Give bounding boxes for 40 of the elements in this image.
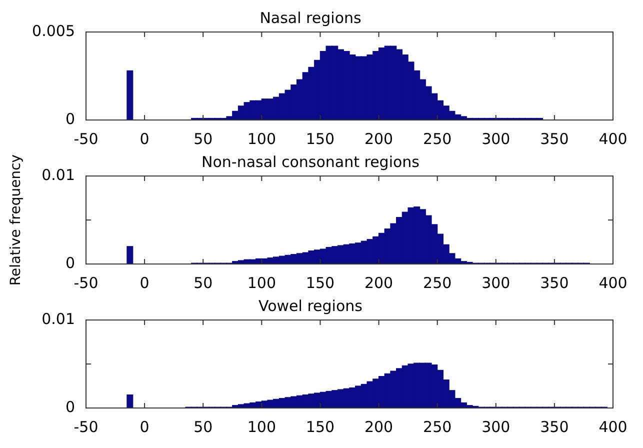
x-tick-label: 250 — [423, 274, 452, 292]
x-tick-label: 200 — [364, 274, 394, 292]
y-tick-label: 0 — [65, 254, 75, 272]
x-tick-label: 400 — [598, 418, 628, 436]
x-tick-label: 400 — [598, 130, 628, 148]
y-tick-label: 0 — [65, 110, 75, 128]
x-tick-label: 300 — [482, 130, 510, 148]
x-tick-label: 150 — [306, 130, 335, 148]
x-tick-label: 100 — [247, 130, 276, 148]
x-tick-label: 0 — [140, 130, 150, 148]
y-tick-label: 0 — [65, 398, 75, 416]
x-tick-label: 0 — [140, 418, 150, 436]
x-tick-label: 50 — [194, 130, 213, 148]
chart-title: Nasal regions — [260, 8, 362, 27]
x-tick-label: 350 — [540, 418, 569, 436]
x-tick-label: 250 — [423, 130, 452, 148]
x-tick-label: -50 — [74, 130, 98, 148]
x-tick-label: -50 — [74, 418, 98, 436]
y-tick-label: 0.01 — [42, 310, 75, 328]
chart-title: Non-nasal consonant regions — [202, 152, 420, 171]
y-axis-title: Relative frequency — [8, 154, 24, 286]
x-tick-label: 50 — [194, 418, 213, 436]
x-tick-label: 150 — [306, 274, 335, 292]
x-tick-label: 0 — [140, 274, 150, 292]
x-tick-label: 350 — [540, 274, 569, 292]
x-tick-label: 50 — [194, 274, 213, 292]
x-tick-label: 150 — [306, 418, 335, 436]
x-tick-label: 100 — [247, 274, 276, 292]
y-tick-label: 0.01 — [42, 166, 75, 184]
x-tick-label: 200 — [364, 418, 394, 436]
x-tick-label: 200 — [364, 130, 394, 148]
x-tick-label: 350 — [540, 130, 569, 148]
x-tick-label: 400 — [598, 274, 628, 292]
x-tick-label: 100 — [247, 418, 276, 436]
chart-title: Vowel regions — [258, 296, 363, 315]
x-tick-label: 250 — [423, 418, 452, 436]
x-tick-label: 300 — [482, 274, 510, 292]
x-tick-label: -50 — [74, 274, 98, 292]
x-tick-label: 300 — [482, 418, 510, 436]
y-tick-label: 0.005 — [32, 22, 75, 40]
